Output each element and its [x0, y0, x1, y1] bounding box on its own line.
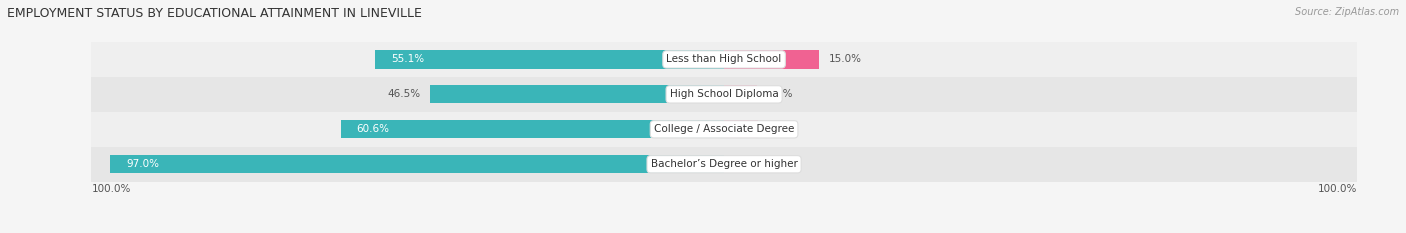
Text: EMPLOYMENT STATUS BY EDUCATIONAL ATTAINMENT IN LINEVILLE: EMPLOYMENT STATUS BY EDUCATIONAL ATTAINM… — [7, 7, 422, 20]
Text: 100.0%: 100.0% — [1317, 185, 1357, 194]
Bar — [375, 50, 724, 69]
Text: 100.0%: 100.0% — [91, 185, 131, 194]
Text: College / Associate Degree: College / Associate Degree — [654, 124, 794, 134]
Bar — [724, 85, 756, 103]
Text: Bachelor’s Degree or higher: Bachelor’s Degree or higher — [651, 159, 797, 169]
Bar — [91, 77, 1357, 112]
Bar — [91, 42, 1357, 77]
Text: Less than High School: Less than High School — [666, 55, 782, 64]
Bar — [91, 112, 1357, 147]
Text: 60.6%: 60.6% — [357, 124, 389, 134]
Text: 5.2%: 5.2% — [766, 89, 793, 99]
Bar — [724, 50, 818, 69]
Text: Source: ZipAtlas.com: Source: ZipAtlas.com — [1295, 7, 1399, 17]
Bar — [91, 147, 1357, 182]
Bar — [340, 120, 724, 138]
Text: 15.0%: 15.0% — [828, 55, 862, 64]
Bar — [430, 85, 724, 103]
Bar — [724, 120, 758, 138]
Text: 55.1%: 55.1% — [391, 55, 425, 64]
Bar — [110, 155, 724, 173]
Text: 5.3%: 5.3% — [768, 124, 793, 134]
Text: 0.0%: 0.0% — [734, 159, 759, 169]
Text: 97.0%: 97.0% — [127, 159, 159, 169]
Text: 46.5%: 46.5% — [387, 89, 420, 99]
Text: High School Diploma: High School Diploma — [669, 89, 779, 99]
